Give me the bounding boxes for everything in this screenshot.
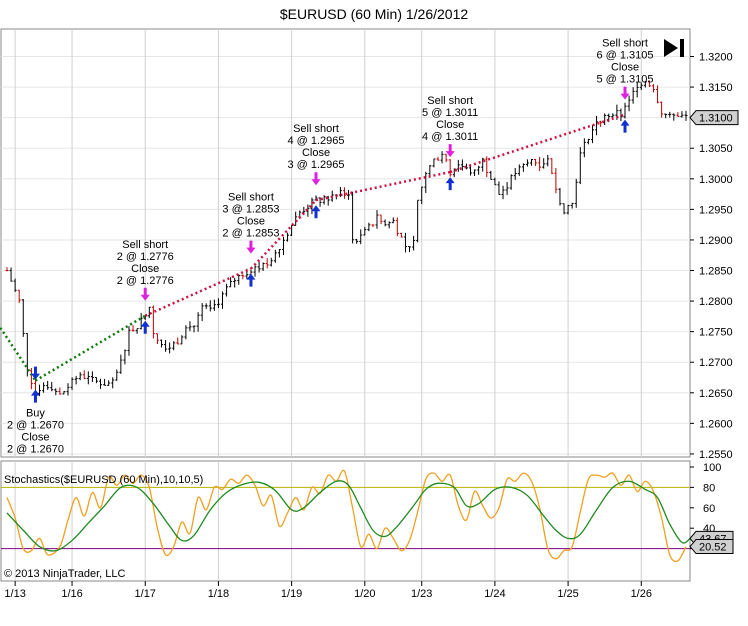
stochastics-panel: 2040608010043.6720.52 Stochastics($EURUS… — [0, 460, 734, 582]
stochastics-tick-label: 100 — [703, 462, 721, 474]
price-tick-label: 1.2700 — [699, 357, 733, 369]
x-tick-label: 1/18 — [208, 588, 229, 600]
price-tick-label: 1.2950 — [699, 204, 733, 216]
cover-arrow-icon — [620, 119, 630, 133]
skip-to-end-icon[interactable] — [664, 39, 684, 57]
trade-annotation-text: 3 @ 1.2853 — [222, 204, 279, 216]
chart-title: $EURUSD (60 Min) 1/26/2012 — [280, 6, 469, 22]
trade-lines — [0, 113, 626, 382]
trade-annotation-text: Close — [131, 263, 159, 275]
trade-line — [144, 267, 252, 317]
trade-annotation-text: 2 @ 1.2670 — [7, 444, 64, 456]
trade-annotation-text: Close — [611, 62, 639, 74]
cover-arrow-icon — [246, 273, 256, 287]
trade-annotation-text: 4 @ 1.2965 — [287, 135, 344, 147]
cover-arrow-icon — [311, 205, 321, 219]
stochastics-label: Stochastics($EURUSD (60 Min),10,10,5) — [4, 474, 203, 486]
x-tick-label: 1/20 — [354, 588, 375, 600]
trade-line — [449, 113, 626, 174]
stochastics-series-line — [6, 480, 691, 552]
trade-line — [250, 199, 317, 270]
sell-arrow-icon — [620, 86, 630, 100]
x-tick-label: 1/19 — [281, 588, 302, 600]
price-plot-frame — [0, 28, 691, 458]
price-tick-label: 1.3050 — [699, 143, 733, 155]
trade-annotation-text: 2 @ 1.2776 — [117, 275, 174, 287]
x-axis: 1/13 1/16 1/17 1/18 1/19 1/20 1/23 1/24 1/25 1/26 — [4, 581, 652, 600]
trade-annotation-text: 2 @ 1.2853 — [222, 228, 279, 240]
x-tick-label: 1/25 — [557, 588, 578, 600]
stochastics-value-label: 20.52 — [699, 542, 727, 554]
price-tick-label: 1.3200 — [699, 52, 733, 64]
trade-annotation-text: Close — [436, 119, 464, 131]
trade-annotation-text: Sell short — [122, 239, 168, 251]
trade-annotation-text: 5 @ 1.3011 — [422, 107, 478, 119]
price-tick-label: 1.2900 — [699, 235, 733, 247]
trade-annotation-text: 6 @ 1.3105 — [596, 50, 653, 62]
x-tick-label: 1/17 — [135, 588, 156, 600]
stochastics-axis: 2040608010043.6720.52 — [689, 462, 734, 556]
trade-line — [0, 324, 37, 382]
x-tick-label: 1/24 — [484, 588, 505, 600]
trade-annotation-text: 2 @ 1.2776 — [117, 251, 174, 263]
sell-arrow-icon — [246, 240, 256, 254]
trade-annotation-text: Close — [302, 147, 330, 159]
cover-arrow-icon — [445, 177, 455, 191]
x-tick-label: 1/23 — [411, 588, 432, 600]
x-tick-label: 1/13 — [4, 588, 25, 600]
stochastics-tick-label: 60 — [703, 503, 715, 515]
trade-annotation-text: 4 @ 1.3011 — [422, 131, 478, 143]
price-tick-label: 1.2850 — [699, 266, 733, 278]
price-tick-label: 1.2650 — [699, 388, 733, 400]
exit-arrow-icon — [30, 366, 40, 380]
price-tick-label: 1.2750 — [699, 327, 733, 339]
trade-annotation-text: Sell short — [293, 123, 339, 135]
trade-annotation-text: Sell short — [228, 192, 274, 204]
last-price-marker — [689, 110, 739, 126]
stochastics-tick-label: 80 — [703, 482, 715, 494]
trade-annotation-text: 5 @ 1.3105 — [596, 74, 653, 86]
trade-annotation-text: Sell short — [602, 38, 648, 50]
trade-annotation-text: Close — [237, 216, 265, 228]
stochastics-reference-lines — [1, 486, 690, 550]
price-tick-label: 1.2600 — [699, 418, 733, 430]
sell-arrow-icon — [140, 287, 150, 301]
price-bars — [5, 80, 688, 398]
trade-annotation-text: 2 @ 1.2670 — [7, 420, 64, 432]
last-price-label: 1.3100 — [699, 113, 733, 125]
x-tick-label: 1/26 — [631, 588, 652, 600]
stochastics-series-line — [6, 469, 687, 563]
price-grid — [1, 56, 690, 455]
price-tick-label: 1.2550 — [699, 449, 733, 461]
sell-arrow-icon — [445, 144, 455, 158]
trade-annotation-text: Close — [21, 432, 49, 444]
trade-annotation-text: 3 @ 1.2965 — [287, 159, 344, 171]
trade-annotation-text: Buy — [26, 408, 45, 420]
price-tick-label: 1.3000 — [699, 174, 733, 186]
trade-line — [34, 314, 146, 382]
price-tick-label: 1.2800 — [699, 296, 733, 308]
price-tick-label: 1.3150 — [699, 82, 733, 94]
trade-annotation-text: Sell short — [427, 95, 473, 107]
copyright-text: © 2013 NinjaTrader, LLC — [4, 568, 125, 580]
stochastics-value-marker — [689, 539, 734, 555]
stochastics-lines — [6, 469, 691, 563]
sell-arrow-icon — [311, 172, 321, 186]
stochastics-plot-frame — [0, 460, 691, 582]
buy-arrow-icon — [30, 389, 40, 403]
price-axis: 1.2550 1.2600 1.2650 1.2700 1.2750 1.2800 1.28… — [689, 52, 739, 461]
cover-arrow-icon — [140, 320, 150, 334]
x-tick-label: 1/16 — [61, 588, 82, 600]
